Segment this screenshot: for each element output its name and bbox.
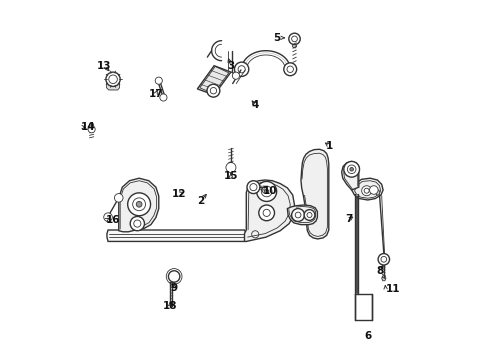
- Circle shape: [246, 181, 259, 194]
- Text: 2: 2: [197, 196, 204, 206]
- Text: 14: 14: [81, 122, 95, 132]
- Polygon shape: [106, 81, 119, 90]
- Circle shape: [206, 84, 220, 97]
- Circle shape: [256, 181, 276, 202]
- Circle shape: [114, 194, 123, 202]
- Circle shape: [258, 205, 274, 221]
- Circle shape: [130, 216, 144, 231]
- Polygon shape: [341, 161, 358, 190]
- Circle shape: [155, 77, 162, 84]
- Circle shape: [234, 62, 248, 76]
- Polygon shape: [89, 123, 94, 127]
- Polygon shape: [374, 190, 379, 195]
- Text: 16: 16: [106, 215, 120, 225]
- Circle shape: [369, 186, 377, 194]
- Text: 11: 11: [385, 284, 399, 294]
- Text: 3: 3: [227, 62, 234, 71]
- Circle shape: [88, 126, 95, 133]
- Polygon shape: [351, 178, 382, 200]
- Circle shape: [361, 186, 371, 196]
- Polygon shape: [300, 149, 328, 239]
- Polygon shape: [172, 275, 176, 279]
- Circle shape: [264, 189, 268, 194]
- Text: 8: 8: [375, 266, 383, 276]
- Circle shape: [288, 33, 300, 45]
- Text: 1: 1: [325, 141, 332, 151]
- Circle shape: [106, 72, 120, 86]
- Text: 13: 13: [97, 61, 111, 71]
- Text: 18: 18: [163, 301, 177, 311]
- Circle shape: [127, 193, 150, 216]
- Circle shape: [103, 213, 112, 221]
- Text: 5: 5: [273, 33, 281, 43]
- Polygon shape: [292, 44, 296, 48]
- Text: 12: 12: [172, 189, 186, 199]
- Polygon shape: [244, 180, 294, 242]
- Circle shape: [377, 253, 389, 265]
- Circle shape: [349, 167, 353, 171]
- Text: 4: 4: [251, 100, 258, 110]
- Text: 6: 6: [364, 332, 370, 342]
- Circle shape: [160, 94, 166, 101]
- Circle shape: [304, 210, 314, 220]
- Polygon shape: [197, 66, 230, 95]
- Circle shape: [225, 162, 235, 172]
- Text: 15: 15: [223, 171, 238, 181]
- Polygon shape: [287, 205, 317, 225]
- Polygon shape: [107, 230, 246, 242]
- Circle shape: [232, 72, 239, 79]
- Circle shape: [343, 161, 359, 177]
- Circle shape: [136, 202, 142, 207]
- Circle shape: [283, 63, 296, 76]
- Text: 10: 10: [263, 186, 277, 196]
- Text: 7: 7: [345, 214, 352, 224]
- Circle shape: [168, 271, 180, 282]
- Circle shape: [291, 208, 304, 221]
- Text: 17: 17: [148, 89, 163, 99]
- Polygon shape: [119, 178, 159, 232]
- Text: 9: 9: [170, 283, 177, 293]
- Polygon shape: [381, 276, 385, 281]
